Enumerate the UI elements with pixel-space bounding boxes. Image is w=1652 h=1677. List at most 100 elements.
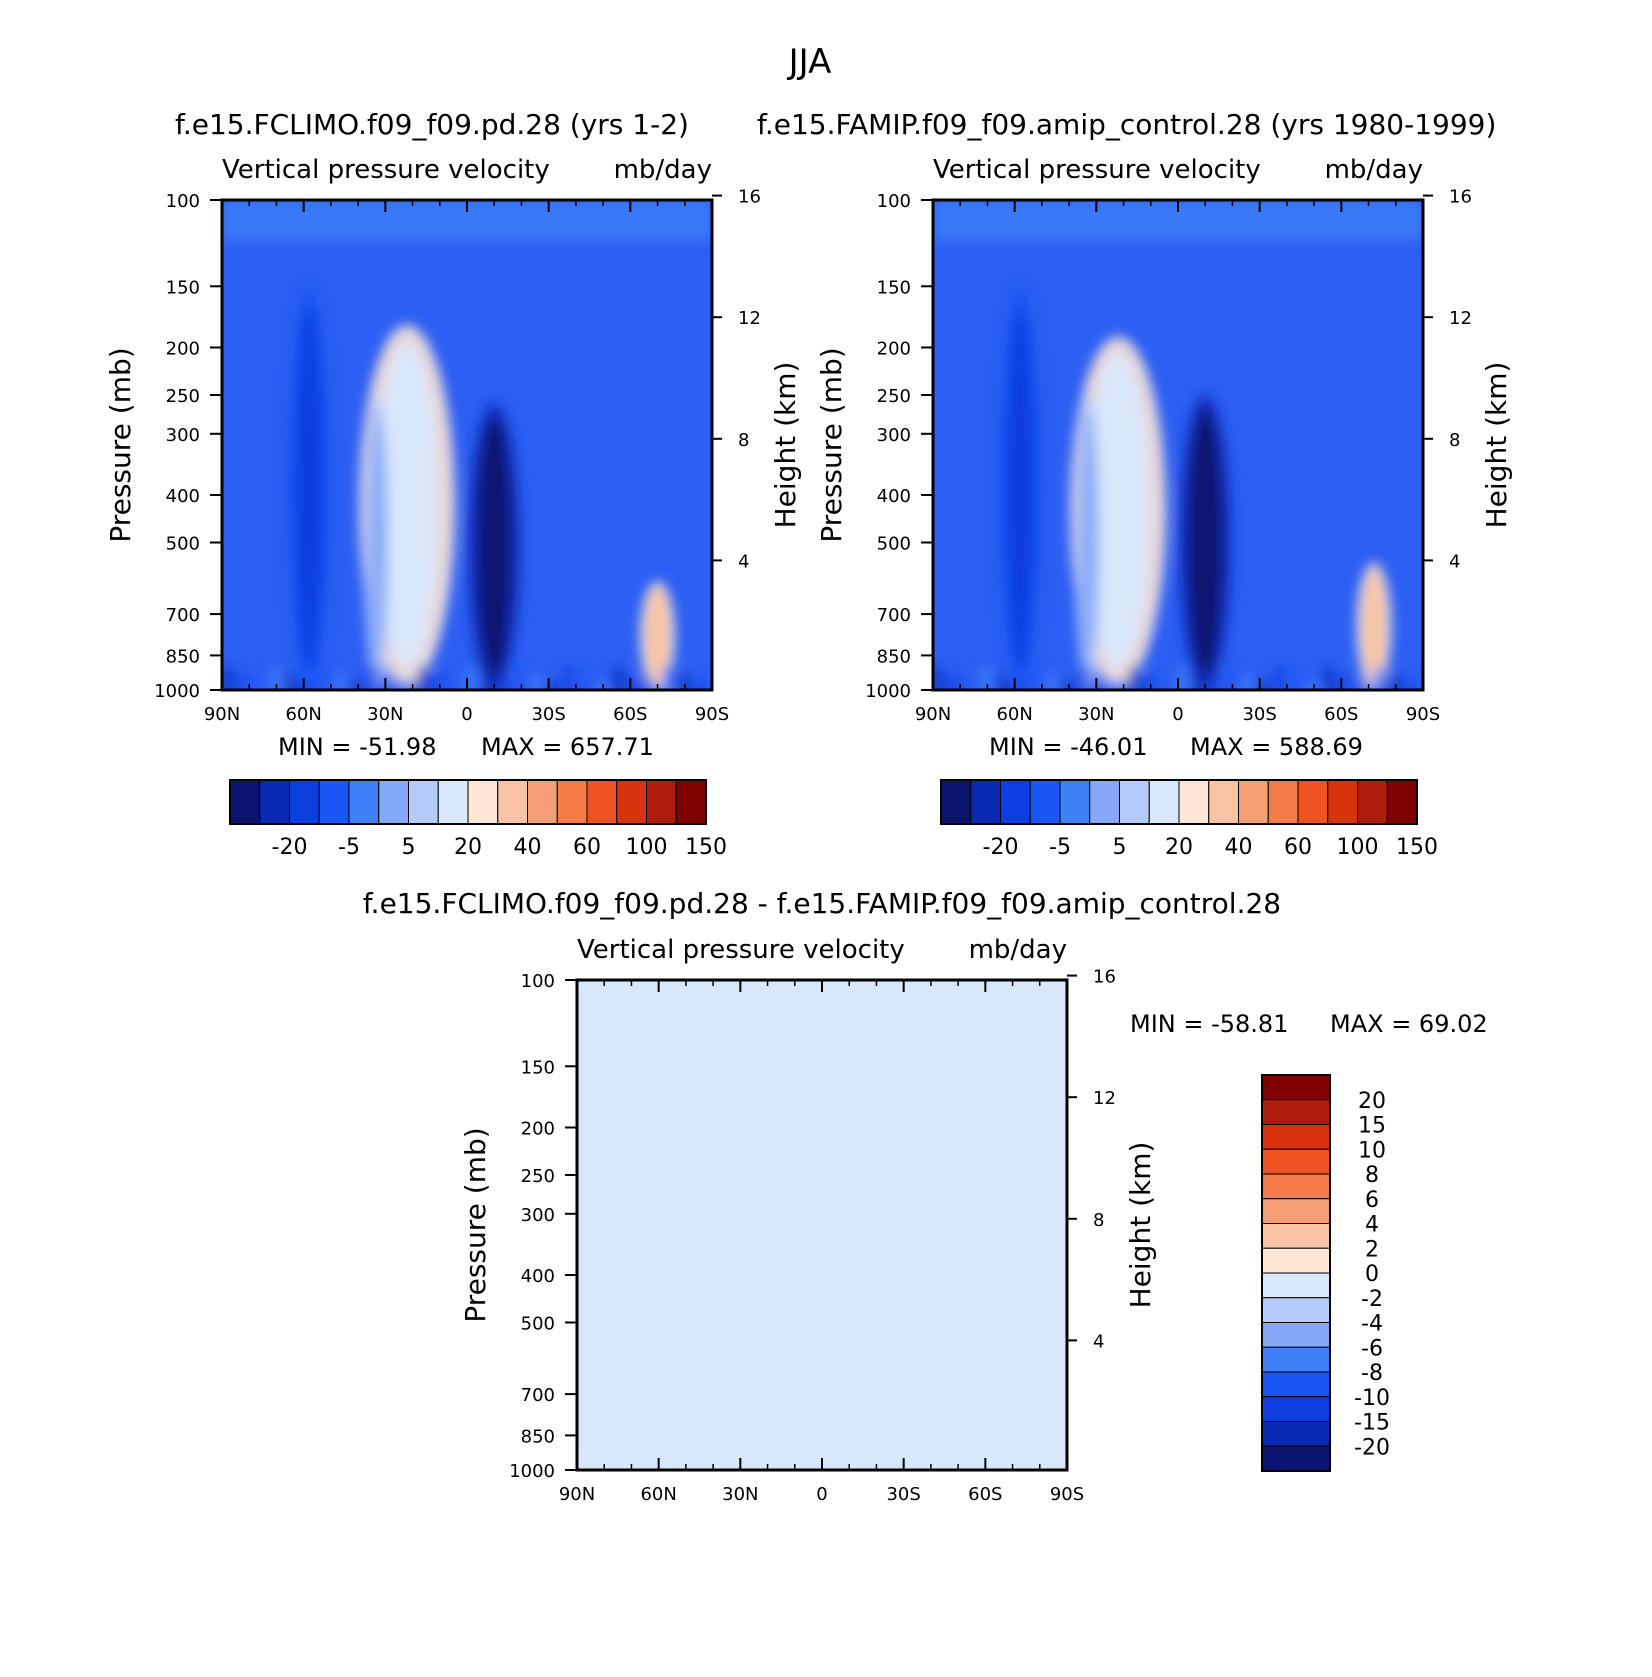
panel-diff-heatmap — [577, 980, 1067, 1470]
panel-diff-case-title: f.e15.FCLIMO.f09_f09.pd.28 - f.e15.FAMIP… — [363, 887, 1281, 920]
heatmap-cell — [477, 417, 511, 676]
heatmap-cell — [1047, 674, 1056, 690]
colorbar-swatch — [1261, 1074, 1331, 1101]
y2-tick-label: 8 — [738, 430, 749, 451]
colorbar-swatch — [556, 779, 588, 825]
colorbar-swatch — [1261, 1297, 1331, 1323]
colorbar-swatch — [1261, 1247, 1331, 1274]
x-tick-label: 60N — [285, 704, 321, 725]
heatmap-cell — [1406, 681, 1415, 690]
x-tick-label: 90S — [695, 704, 729, 725]
x-tick-label: 0 — [461, 704, 472, 725]
heatmap-cell — [965, 681, 974, 690]
x-tick-label: 30N — [1078, 704, 1114, 725]
y2-tick-label: 12 — [1449, 308, 1472, 329]
y-tick-label: 400 — [521, 1266, 555, 1287]
panel-a-max-label: MAX = 657.71 — [481, 733, 654, 761]
colorbar-swatch — [970, 779, 1001, 825]
x-tick-label: 60N — [640, 1484, 676, 1505]
heatmap-cell — [1363, 569, 1385, 684]
y-tick-label: 1000 — [865, 681, 911, 702]
heatmap-cell — [1194, 674, 1203, 690]
y-tick-label: 150 — [877, 277, 911, 298]
colorbar-tick-label: 4 — [1365, 1213, 1379, 1238]
colorbar-tick-label: 150 — [1396, 835, 1438, 860]
heatmap-cell — [998, 674, 1007, 690]
y2-tick-label: 16 — [738, 187, 761, 208]
panel-a-case-title: f.e15.FCLIMO.f09_f09.pd.28 (yrs 1-2) — [175, 108, 689, 141]
heatmap-cell — [597, 681, 606, 690]
x-tick-label: 90N — [915, 704, 951, 725]
heatmap-cell — [646, 586, 669, 685]
panel-a-variable-title: Vertical pressure velocity — [222, 155, 550, 185]
colorbar-tick-label: -5 — [338, 835, 360, 860]
heatmap-cell — [369, 667, 377, 690]
x-tick-label: 90N — [204, 704, 240, 725]
x-tick-label: 60N — [996, 704, 1032, 725]
y-tick-label: 250 — [521, 1166, 555, 1187]
colorbar-swatch — [616, 779, 647, 825]
colorbar-tick-label: -20 — [272, 835, 308, 860]
x-tick-label: 0 — [816, 1484, 827, 1505]
colorbar-swatch — [1261, 1148, 1331, 1175]
colorbar-swatch — [1000, 779, 1031, 825]
heatmap-cell — [614, 667, 622, 690]
colorbar-frame — [1261, 1074, 1331, 1472]
heatmap-cell — [369, 409, 386, 676]
heatmap-cell — [532, 674, 541, 690]
colorbar-swatch — [1261, 1124, 1331, 1150]
colorbar-tick-label: -2 — [1361, 1287, 1383, 1312]
panel-b-variable-title: Vertical pressure velocity — [933, 155, 1261, 185]
y2-tick-label: 4 — [1449, 551, 1460, 572]
colorbar-frame — [940, 779, 1418, 825]
heatmap-cell — [630, 674, 639, 690]
colorbar-frame — [229, 779, 707, 825]
heatmap-cell — [1374, 667, 1382, 690]
heatmap-cell — [401, 681, 410, 690]
panel-b-heatmap — [933, 200, 1423, 690]
heatmap-cell — [1080, 409, 1097, 676]
y-tick-label: 700 — [166, 605, 200, 626]
colorbar-tick-label: 40 — [514, 835, 542, 860]
heatmap-cell — [254, 681, 263, 690]
y-tick-label: 100 — [166, 191, 200, 212]
colorbar-swatch — [940, 779, 972, 825]
panel-diff-axes: 90N 60N 30N 0 30S 60S 90S 100 150 200 250 300 400 500… — [509, 967, 1116, 1505]
panel-b-case-title: f.e15.FAMIP.f09_f09.amip_control.28 (yrs… — [757, 108, 1496, 141]
panel-diff-y2label: Height (km) — [1124, 1142, 1157, 1309]
y-tick-label: 500 — [166, 533, 200, 554]
heatmap-cell — [1276, 667, 1284, 690]
colorbar-tick-label: 10 — [1358, 1138, 1386, 1163]
colorbar-swatch — [1119, 779, 1150, 825]
heatmap-cell — [271, 667, 279, 690]
y-tick-label: 200 — [521, 1119, 555, 1140]
colorbar-swatch — [1059, 779, 1091, 825]
heatmap-cell — [1031, 667, 1039, 690]
colorbar-swatch — [497, 779, 528, 825]
colorbar-swatch — [1261, 1322, 1331, 1348]
y-tick-label: 1000 — [154, 681, 200, 702]
panel-diff-units: mb/day — [969, 935, 1067, 965]
panel-diff-max-label: MAX = 69.02 — [1330, 1010, 1488, 1038]
heatmap-cell — [238, 674, 247, 690]
panel-b-min-label: MIN = -46.01 — [989, 733, 1147, 761]
heatmap-cell — [1308, 681, 1317, 690]
colorbar-tick-label: -4 — [1361, 1312, 1383, 1337]
heatmap-cell — [949, 674, 958, 690]
heatmap-cell — [1145, 674, 1154, 690]
heatmap-cell — [1357, 681, 1366, 690]
y2-tick-label: 12 — [1093, 1088, 1116, 1109]
y2-tick-label: 8 — [1093, 1210, 1104, 1231]
y-tick-label: 200 — [166, 339, 200, 360]
panel-b-units: mb/day — [1325, 155, 1423, 185]
colorbar-swatch — [1261, 1223, 1331, 1249]
y-tick-label: 700 — [521, 1385, 555, 1406]
x-tick-label: 90N — [559, 1484, 595, 1505]
heatmap-cell — [1243, 674, 1252, 690]
panel-a-colorbar: -20 -5 5 20 40 60 100 150 — [229, 779, 727, 860]
colorbar-tick-label: 8 — [1365, 1163, 1379, 1188]
heatmap-cell — [1014, 681, 1023, 690]
x-tick-label: 30N — [367, 704, 403, 725]
colorbar-tick-label: 15 — [1358, 1114, 1386, 1139]
y-tick-label: 150 — [521, 1057, 555, 1078]
